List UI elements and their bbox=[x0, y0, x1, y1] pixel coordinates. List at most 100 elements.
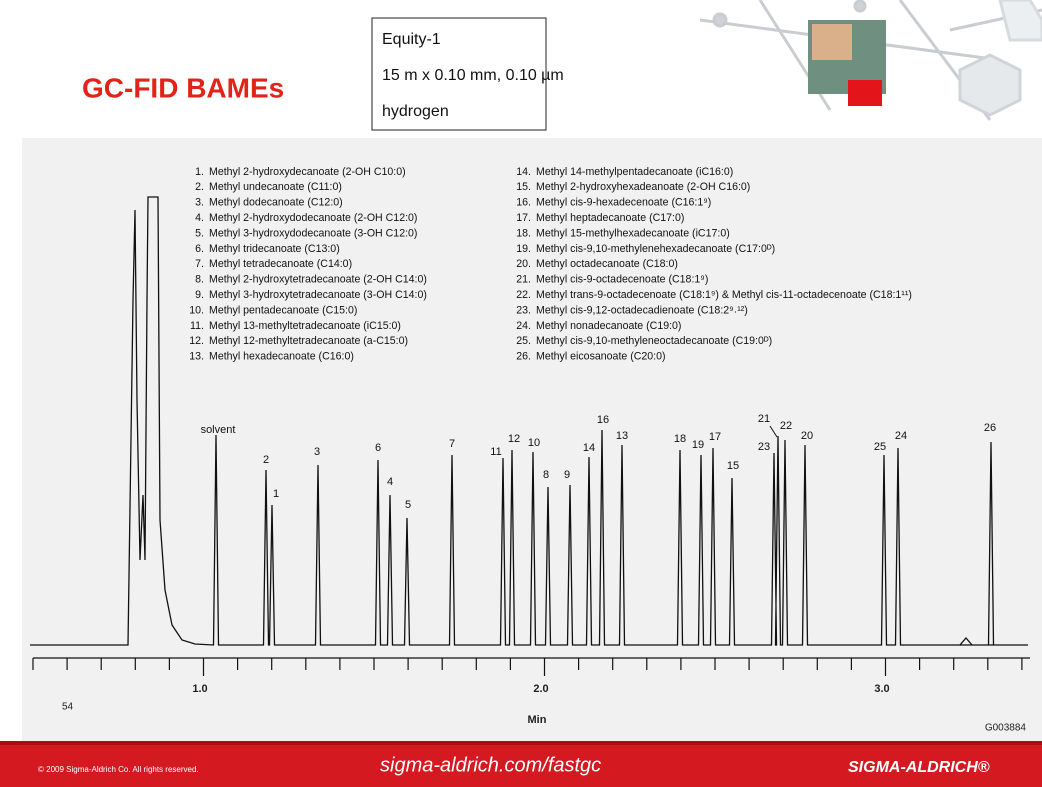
peak-label: 11 bbox=[490, 446, 501, 458]
legend-number: 23. bbox=[516, 304, 531, 316]
peak-label: 21 bbox=[758, 413, 770, 425]
condition: hydrogen bbox=[382, 103, 449, 120]
condition: 15 m x 0.10 mm, 0.10 µm bbox=[382, 67, 564, 84]
figure-panel bbox=[22, 138, 1042, 741]
legend-name: Methyl cis-9,12-octadecadienoate (C18:2⁹… bbox=[536, 304, 748, 316]
peak-label: 1 bbox=[273, 488, 279, 500]
legend-number: 26. bbox=[516, 351, 531, 363]
legend-name: Methyl cis-9-octadecenoate (C18:1⁹) bbox=[536, 274, 708, 286]
peak-label: 23 bbox=[758, 441, 770, 453]
brand: SIGMA-ALDRICH® bbox=[848, 759, 990, 776]
peak-label: 26 bbox=[984, 422, 996, 434]
peak-label: 8 bbox=[543, 469, 549, 481]
footer-bar bbox=[0, 741, 1042, 787]
legend-number: 9. bbox=[195, 289, 204, 301]
peak-label: 20 bbox=[801, 430, 813, 442]
peak-label: 6 bbox=[375, 442, 381, 454]
legend-name: Methyl dodecanoate (C12:0) bbox=[209, 197, 343, 209]
legend-name: Methyl 2-hydroxyhexadeanoate (2-OH C16:0… bbox=[536, 181, 750, 193]
legend-name: Methyl octadecanoate (C18:0) bbox=[536, 258, 678, 270]
legend-number: 22. bbox=[516, 289, 531, 301]
legend-number: 18. bbox=[516, 227, 531, 239]
legend-number: 25. bbox=[516, 335, 531, 347]
peak-label: 16 bbox=[597, 414, 609, 426]
legend-name: Methyl tetradecanoate (C14:0) bbox=[209, 258, 352, 270]
url: sigma-aldrich.com/fastgc bbox=[380, 754, 601, 776]
legend-number: 13. bbox=[189, 351, 204, 363]
trace bbox=[30, 196, 1028, 646]
header-image bbox=[848, 80, 882, 106]
legend-number: 7. bbox=[195, 258, 204, 270]
legend-name: Methyl heptadecanoate (C17:0) bbox=[536, 212, 684, 224]
legend-name: Methyl 3-hydroxydodecanoate (3-OH C12:0) bbox=[209, 227, 417, 239]
figure-code: G003884 bbox=[985, 723, 1027, 734]
legend-number: 11. bbox=[190, 320, 204, 332]
peak-label: 4 bbox=[387, 476, 393, 488]
legend-number: 1. bbox=[195, 166, 204, 178]
legend-name: Methyl 2-hydroxydodecanoate (2-OH C12:0) bbox=[209, 212, 417, 224]
label-leader bbox=[769, 425, 778, 438]
peak-label: 17 bbox=[709, 431, 721, 443]
legend-name: Methyl hexadecanoate (C16:0) bbox=[209, 351, 354, 363]
legend-number: 24. bbox=[516, 320, 531, 332]
peak-label: solvent bbox=[201, 424, 236, 436]
legend-number: 10. bbox=[189, 304, 204, 316]
x-tick-label: 2.0 bbox=[533, 683, 548, 695]
peak-label: 3 bbox=[314, 446, 320, 458]
peak-label: 10 bbox=[528, 437, 540, 449]
legend-number: 6. bbox=[195, 243, 204, 255]
legend-number: 17. bbox=[516, 212, 531, 224]
peak-label: 14 bbox=[583, 442, 595, 454]
legend-name: Methyl nonadecanoate (C19:0) bbox=[536, 320, 681, 332]
page-number: 54 bbox=[62, 702, 74, 713]
peak-label: 12 bbox=[508, 433, 520, 445]
peak-label: 2 bbox=[263, 454, 269, 466]
peak-label: 13 bbox=[616, 430, 628, 442]
legend-name: Methyl eicosanoate (C20:0) bbox=[536, 351, 666, 363]
conditions-box bbox=[371, 17, 547, 131]
legend-name: Methyl 2-hydroxytetradecanoate (2-OH C14… bbox=[209, 274, 427, 286]
copyright: © 2009 Sigma-Aldrich Co. All rights rese… bbox=[38, 765, 199, 774]
condition: Equity-1 bbox=[382, 31, 441, 48]
legend-number: 3. bbox=[195, 197, 204, 209]
legend-name: Methyl 13-methyltetradecanoate (iC15:0) bbox=[209, 320, 401, 332]
legend-number: 21. bbox=[516, 274, 531, 286]
peak-label: 18 bbox=[674, 433, 686, 445]
legend-number: 4. bbox=[195, 212, 204, 224]
legend-number: 15. bbox=[516, 181, 531, 193]
legend-number: 12. bbox=[189, 335, 204, 347]
legend-name: Methyl cis-9,10-methylenehexadecanoate (… bbox=[536, 243, 775, 255]
legend-number: 5. bbox=[195, 227, 204, 239]
legend-number: 8. bbox=[195, 274, 204, 286]
legend: 1. Methyl 2-hydroxydecanoate (2-OH C10:0)… bbox=[189, 166, 912, 363]
axis-label: Min bbox=[528, 714, 547, 726]
legend-name: Methyl pentadecanoate (C15:0) bbox=[209, 304, 357, 316]
legend-name: Methyl undecanoate (C11:0) bbox=[209, 181, 342, 193]
legend-number: 16. bbox=[516, 197, 531, 209]
x-tick-label: 3.0 bbox=[874, 683, 889, 695]
peak-label: 15 bbox=[727, 460, 739, 472]
footer-edge bbox=[0, 741, 1042, 745]
peak-label: 22 bbox=[780, 420, 792, 432]
legend-number: 14. bbox=[516, 166, 531, 178]
title: GC-FID BAMEs bbox=[82, 72, 284, 103]
header-art bbox=[699, 0, 1042, 121]
peak-label: 19 bbox=[692, 439, 704, 451]
legend-name: Methyl 15-methylhexadecanoate (iC17:0) bbox=[536, 227, 730, 239]
legend-number: 19. bbox=[516, 243, 531, 255]
legend-name: Methyl 12-methyltetradecanoate (a-C15:0) bbox=[209, 335, 408, 347]
peak-label: 25 bbox=[874, 441, 886, 453]
x-tick-label: 1.0 bbox=[192, 683, 207, 695]
peak-label: 7 bbox=[449, 438, 455, 450]
peak-label: 5 bbox=[405, 499, 411, 511]
header-image bbox=[812, 24, 852, 60]
legend-name: Methyl trans-9-octadecenoate (C18:1⁹) & … bbox=[536, 289, 912, 301]
peak-label: 24 bbox=[895, 430, 907, 442]
legend-name: Methyl 2-hydroxydecanoate (2-OH C10:0) bbox=[209, 166, 406, 178]
legend-name: Methyl 3-hydroxytetradecanoate (3-OH C14… bbox=[209, 289, 427, 301]
legend-name: Methyl cis-9-hexadecenoate (C16:1⁹) bbox=[536, 197, 711, 209]
legend-name: Methyl cis-9,10-methyleneoctadecanoate (… bbox=[536, 335, 772, 347]
legend-name: Methyl tridecanoate (C13:0) bbox=[209, 243, 340, 255]
